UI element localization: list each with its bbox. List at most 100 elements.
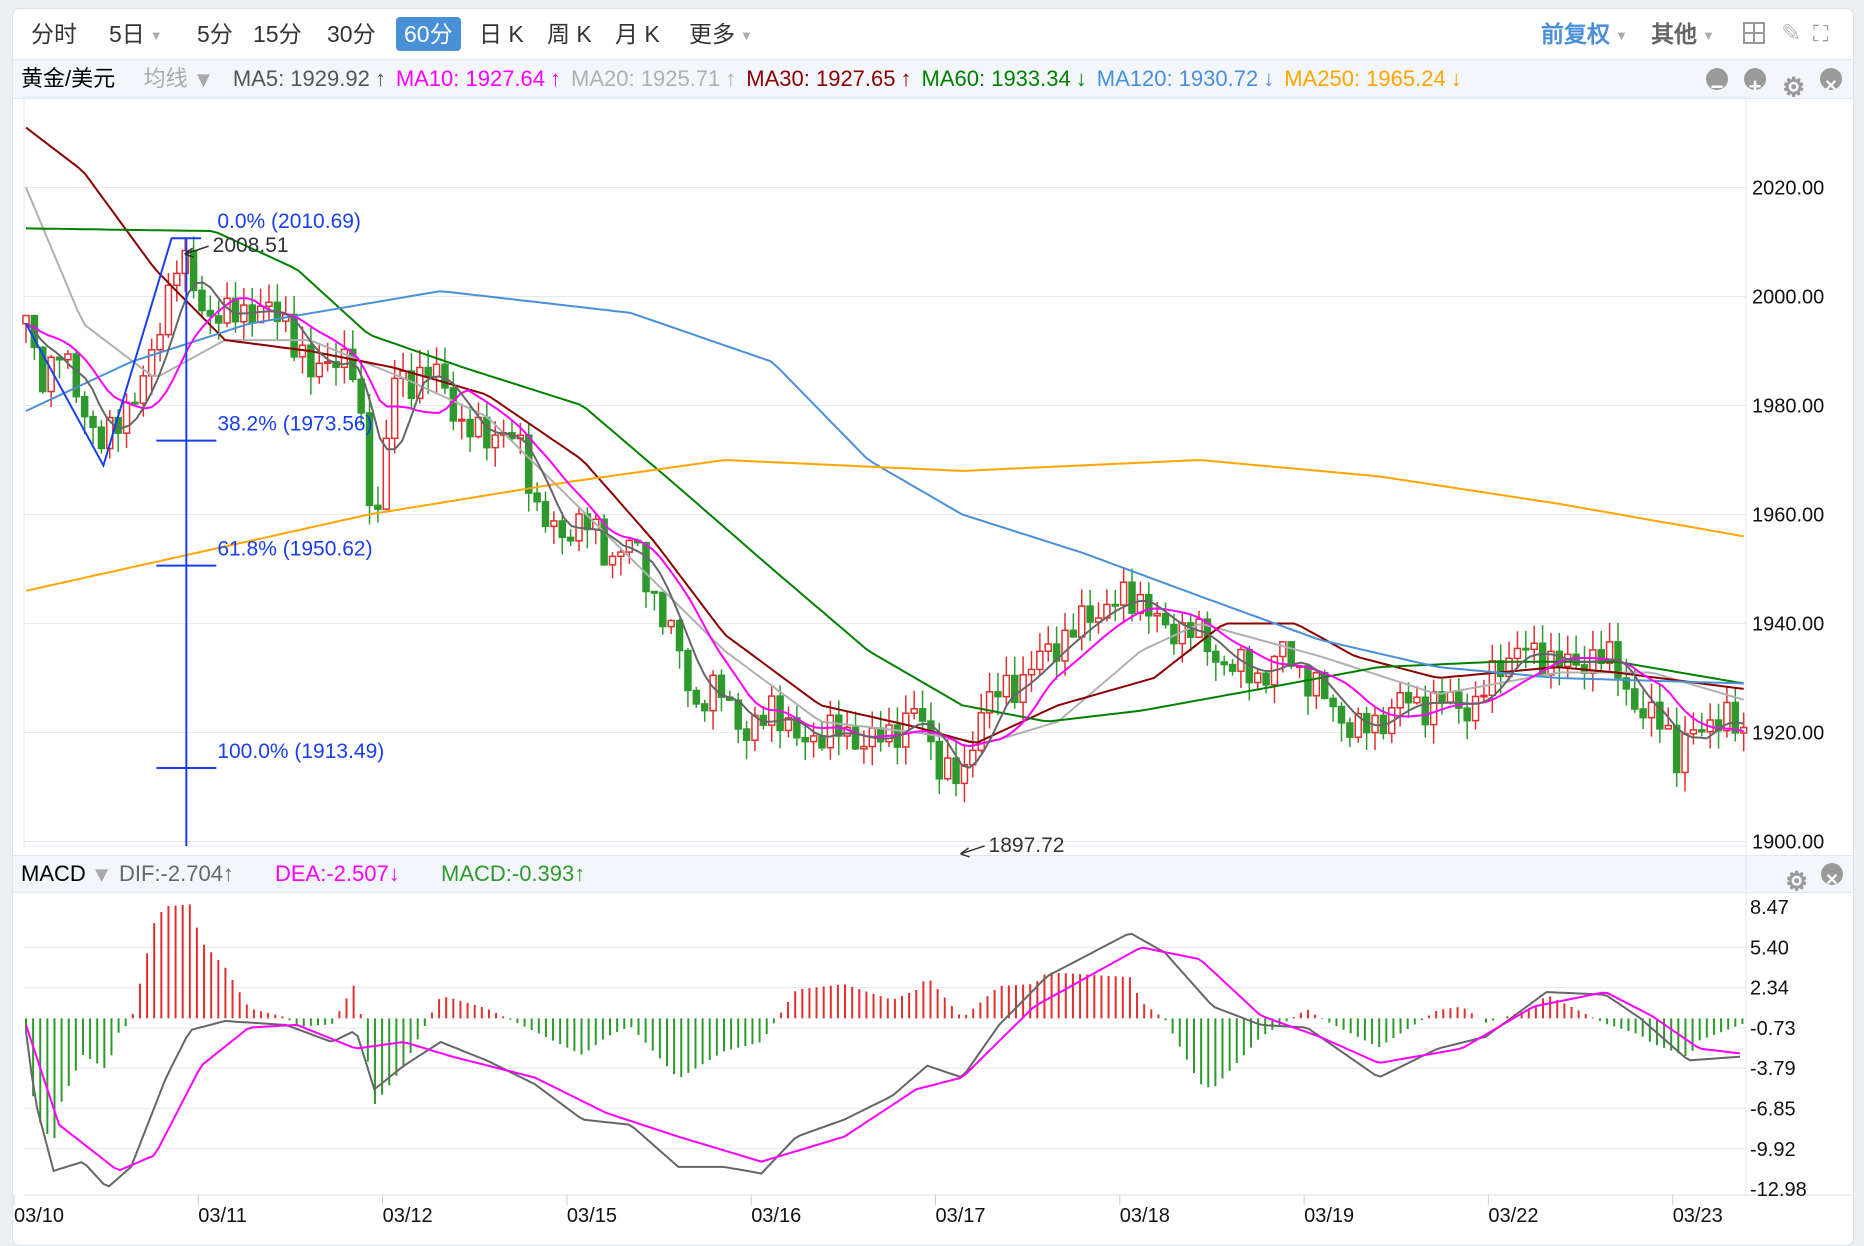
- candle-up: [1002, 674, 1011, 698]
- price-tick-label: 2000.00: [1752, 287, 1824, 309]
- adjust-dropdown[interactable]: 前复权 ▼: [1541, 17, 1628, 51]
- other-label: 其他: [1651, 21, 1697, 47]
- candle-down: [1287, 641, 1295, 667]
- candle-up: [1446, 691, 1455, 703]
- candle-up: [265, 301, 273, 307]
- candle-up: [809, 735, 818, 743]
- candle-down: [466, 418, 474, 438]
- candle-up: [1077, 605, 1086, 638]
- date-label: 03/23: [1673, 1205, 1723, 1227]
- trend-arrow-icon: ↓: [1075, 66, 1087, 91]
- candle-down: [1220, 661, 1228, 666]
- candle-down: [1639, 708, 1647, 719]
- other-dropdown[interactable]: 其他 ▼: [1651, 17, 1715, 51]
- candle-down: [1404, 691, 1413, 704]
- candle-up: [751, 714, 759, 741]
- price-tick-label: 1900.00: [1752, 832, 1824, 854]
- candle-up: [826, 714, 835, 749]
- fullscreen-icon[interactable]: ⛶: [1813, 21, 1829, 46]
- brush-icon[interactable]: ✎: [1781, 20, 1802, 47]
- period-tab-0[interactable]: 分时: [23, 17, 85, 51]
- macd-tick-label: -3.79: [1750, 1058, 1796, 1080]
- candle-up: [1061, 629, 1069, 662]
- chevron-down-icon: ▼: [1702, 27, 1715, 43]
- candle-down: [231, 297, 240, 323]
- period-tab-4[interactable]: 30分: [319, 17, 384, 51]
- period-tab-8[interactable]: 月 K: [607, 17, 668, 51]
- ma-legend-item: MA60: 1933.34 ↓: [922, 66, 1087, 91]
- candle-down: [700, 703, 709, 712]
- ma120-line: [25, 290, 1744, 685]
- candle-down: [374, 504, 382, 510]
- candle-down: [734, 699, 742, 730]
- fibonacci-level-label: 61.8% (1950.62): [217, 538, 372, 561]
- date-label: 03/15: [567, 1205, 617, 1227]
- candle-up: [1195, 618, 1203, 639]
- candle-down: [1622, 677, 1631, 690]
- price-tick-label: 1940.00: [1752, 614, 1824, 636]
- candle-up: [1723, 701, 1731, 732]
- candle-down: [659, 591, 667, 628]
- candle-up: [1312, 671, 1321, 697]
- candle-up: [139, 375, 148, 404]
- period-tab-3[interactable]: 15分: [245, 17, 310, 51]
- candle-down: [1714, 719, 1723, 732]
- period-tab-2[interactable]: 5分: [189, 17, 241, 51]
- candle-up: [667, 619, 675, 628]
- candle-up: [256, 305, 265, 324]
- candle-down: [642, 542, 650, 593]
- candle-down: [1010, 674, 1019, 704]
- candle-up: [1354, 712, 1362, 738]
- candle-down: [566, 536, 575, 542]
- candle-down: [994, 691, 1002, 698]
- candle-down: [1111, 603, 1120, 607]
- candle-down: [684, 649, 692, 692]
- candle-down: [1656, 701, 1664, 730]
- candle-down: [72, 353, 81, 398]
- period-tab-1[interactable]: 5日 ▼: [101, 17, 171, 51]
- period-tab-label: 更多: [689, 21, 735, 47]
- candle-down: [1496, 660, 1505, 678]
- macd-indicator-dropdown[interactable]: MACD ▼: [21, 856, 113, 893]
- candle-up: [1664, 724, 1673, 730]
- grid-icon[interactable]: [1743, 22, 1765, 44]
- period-tab-5[interactable]: 60分: [396, 17, 461, 51]
- macd-tick-label: -9.92: [1750, 1139, 1796, 1161]
- period-tab-label: 周 K: [547, 21, 592, 47]
- candle-down: [1698, 729, 1706, 733]
- ma30-line: [25, 126, 1744, 744]
- candle-up: [64, 353, 72, 361]
- candle-up: [1647, 701, 1656, 719]
- ma-value: MA10: 1927.64: [395, 66, 546, 91]
- symbol-name: 黄金/美元: [21, 66, 116, 91]
- candle-down: [80, 395, 89, 418]
- date-label: 03/18: [1120, 1205, 1170, 1227]
- indicator-dropdown[interactable]: 均线 ▼: [144, 66, 215, 92]
- ma-value: MA30: 1927.65: [746, 66, 896, 91]
- candle-up: [1480, 694, 1488, 698]
- date-label: 03/19: [1304, 1205, 1354, 1227]
- macd-tick-label: -12.98: [1750, 1179, 1807, 1201]
- candle-up: [164, 284, 173, 336]
- chevron-down-icon: ▼: [1615, 27, 1628, 43]
- period-tab-6[interactable]: 日 K: [471, 17, 532, 51]
- candle-up: [122, 401, 131, 434]
- candle-up: [784, 717, 793, 732]
- candle-up: [173, 272, 181, 287]
- period-tab-9[interactable]: 更多 ▼: [681, 17, 761, 51]
- dea-value: DEA:-2.507↓: [275, 861, 400, 886]
- price-tick-label: 1960.00: [1752, 505, 1824, 527]
- ma10-line: [25, 297, 1744, 748]
- period-tab-7[interactable]: 周 K: [539, 17, 600, 51]
- candle-down: [1128, 581, 1136, 614]
- macd-tick-label: -0.73: [1750, 1018, 1796, 1040]
- candle-up: [1530, 642, 1538, 651]
- period-tab-label: 30分: [327, 21, 376, 47]
- candle-down: [1597, 649, 1605, 665]
- candle-down: [801, 736, 809, 743]
- candle-up: [550, 520, 558, 528]
- candle-down: [1555, 650, 1564, 668]
- extreme-price-label: 2008.51: [213, 234, 289, 257]
